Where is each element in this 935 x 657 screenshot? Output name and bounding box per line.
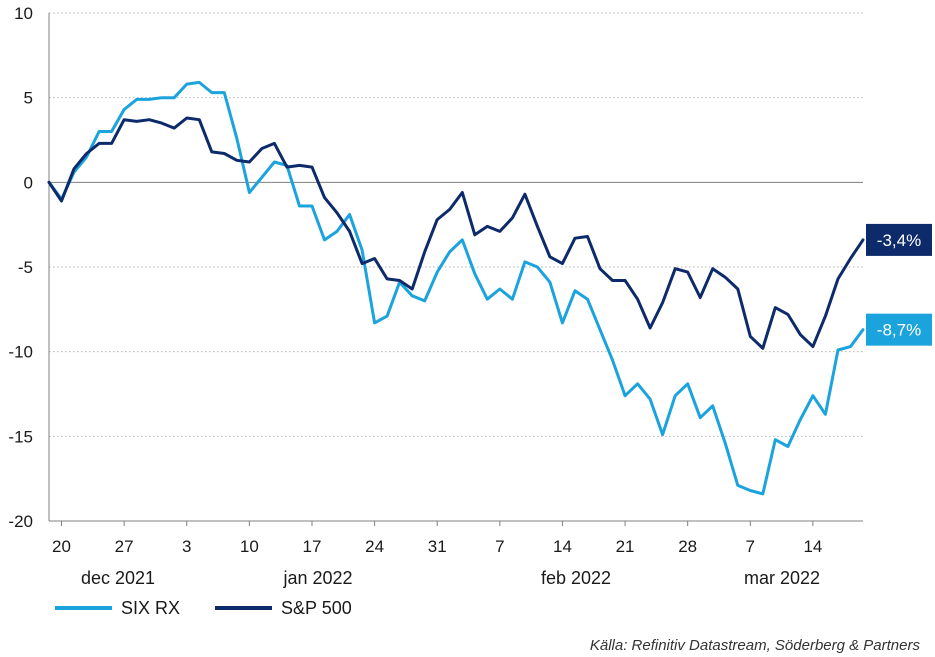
series-line-sp500 — [47, 116, 865, 350]
y-tick-label: -20 — [8, 512, 33, 531]
month-label: feb 2022 — [541, 568, 611, 588]
end-value-labels: -8,7% -3,4% — [866, 223, 932, 346]
end-label-box-sp500 — [866, 223, 932, 256]
x-tick-label: 28 — [678, 537, 697, 556]
end-label-box-six-rx — [866, 313, 932, 346]
y-tick-label: -5 — [18, 258, 33, 277]
y-tick-label: -10 — [8, 343, 33, 362]
legend: SIX RX S&P 500 — [55, 598, 352, 618]
x-tick-label: 31 — [428, 537, 447, 556]
x-axis: 20 27 3 10 17 24 31 7 14 21 28 7 14 dec 2021 jan 2022 f… — [49, 520, 863, 588]
legend-label-six-rx: SIX RX — [121, 598, 180, 618]
source-note: Källa: Refinitiv Datastream, Söderberg &… — [590, 637, 921, 654]
x-tick-label: 3 — [182, 537, 191, 556]
series-lines — [47, 80, 865, 496]
end-label-sp500: -3,4% — [877, 231, 921, 250]
month-label: mar 2022 — [744, 568, 820, 588]
y-tick-label: 0 — [24, 173, 33, 192]
legend-label-sp500: S&P 500 — [281, 598, 352, 618]
x-tick-label: 21 — [616, 537, 635, 556]
x-tick-label: 14 — [803, 537, 822, 556]
x-tick-label: 27 — [115, 537, 134, 556]
series-line-six-rx — [47, 80, 865, 496]
month-label: dec 2021 — [81, 568, 155, 588]
y-tick-label: 10 — [14, 4, 33, 23]
x-tick-label: 10 — [240, 537, 259, 556]
end-label-six-rx: -8,7% — [877, 321, 921, 340]
x-tick-label: 17 — [303, 537, 322, 556]
y-tick-label: -15 — [8, 427, 33, 446]
y-axis: 10 5 0 -5 -10 -15 -20 — [8, 4, 50, 531]
month-label: jan 2022 — [282, 568, 352, 588]
x-tick-label: 20 — [52, 537, 71, 556]
x-tick-label: 7 — [495, 537, 504, 556]
x-tick-label: 24 — [365, 537, 384, 556]
y-tick-label: 5 — [24, 89, 33, 108]
gridlines — [49, 12, 863, 522]
x-tick-label: 7 — [746, 537, 755, 556]
x-tick-label: 14 — [553, 537, 572, 556]
